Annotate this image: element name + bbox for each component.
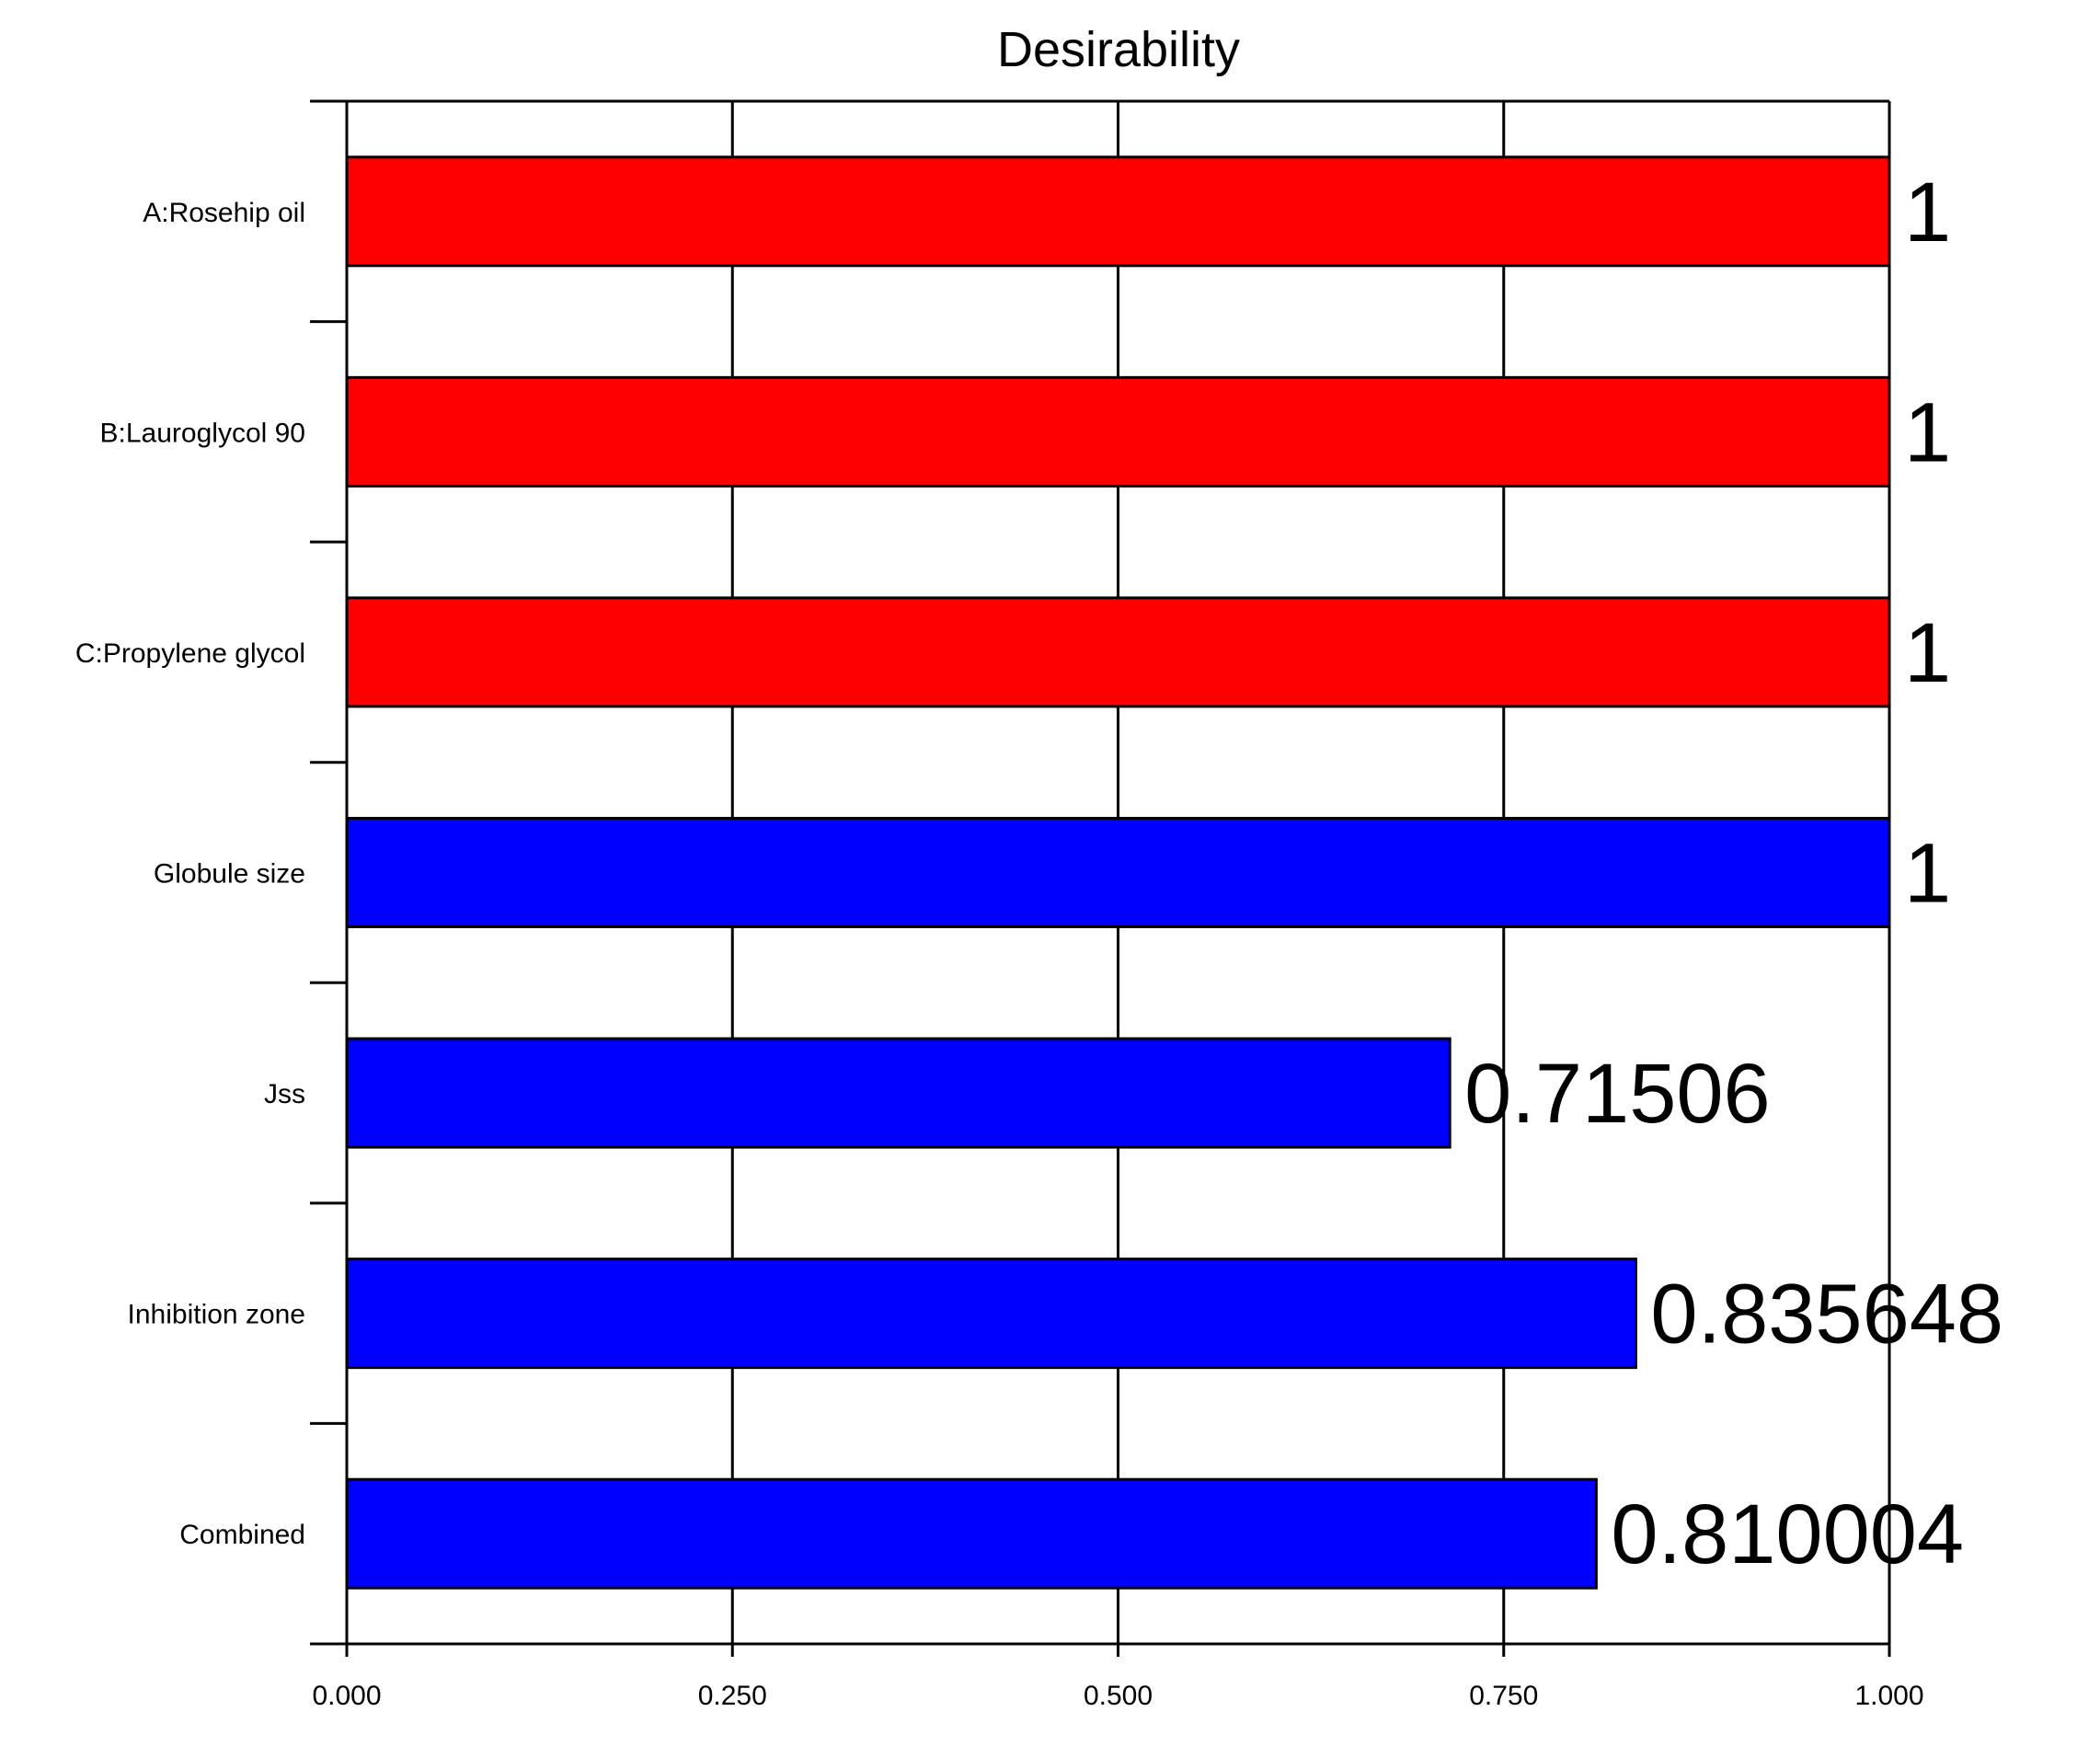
value-label: 1: [1904, 606, 1951, 700]
category-label: Jss: [264, 1079, 305, 1109]
category-label: B:Lauroglycol 90: [100, 418, 305, 448]
x-tick-label: 0.750: [1469, 1681, 1538, 1711]
bar: [345, 596, 1891, 708]
axes: [310, 99, 1891, 1657]
value-label: 0.810004: [1611, 1488, 1964, 1581]
category-label: A:Rosehip oil: [143, 198, 305, 228]
value-label: 1: [1904, 827, 1951, 921]
value-label: 1: [1904, 166, 1951, 259]
category-label: C:Propylene glycol: [75, 638, 305, 669]
x-tick-label: 0.250: [698, 1681, 767, 1711]
x-tick-label: 0.000: [312, 1681, 381, 1711]
value-label: 0.71506: [1464, 1047, 1771, 1141]
value-label: 0.835648: [1650, 1268, 2003, 1361]
bar: [345, 1258, 1637, 1370]
value-labels: 1 1 1 1 0.71506 0.835648 0.810004: [1464, 166, 2003, 1581]
bar: [345, 155, 1891, 268]
category-label: Combined: [179, 1520, 305, 1550]
chart-title: Desirability: [997, 22, 1240, 77]
bars: [345, 155, 1891, 1590]
bar: [345, 1477, 1598, 1590]
x-tick-labels: 0.000 0.250 0.500 0.750 1.000: [312, 1681, 1923, 1711]
bar: [345, 1037, 1452, 1149]
bar: [345, 375, 1891, 488]
category-labels: A:Rosehip oil B:Lauroglycol 90 C:Propylene…: [75, 198, 305, 1550]
value-label: 1: [1904, 385, 1951, 479]
x-tick-label: 0.500: [1084, 1681, 1153, 1711]
bar: [345, 817, 1891, 928]
category-label: Inhibition zone: [128, 1300, 305, 1330]
category-label: Globule size: [154, 859, 305, 890]
x-tick-label: 1.000: [1854, 1681, 1923, 1711]
